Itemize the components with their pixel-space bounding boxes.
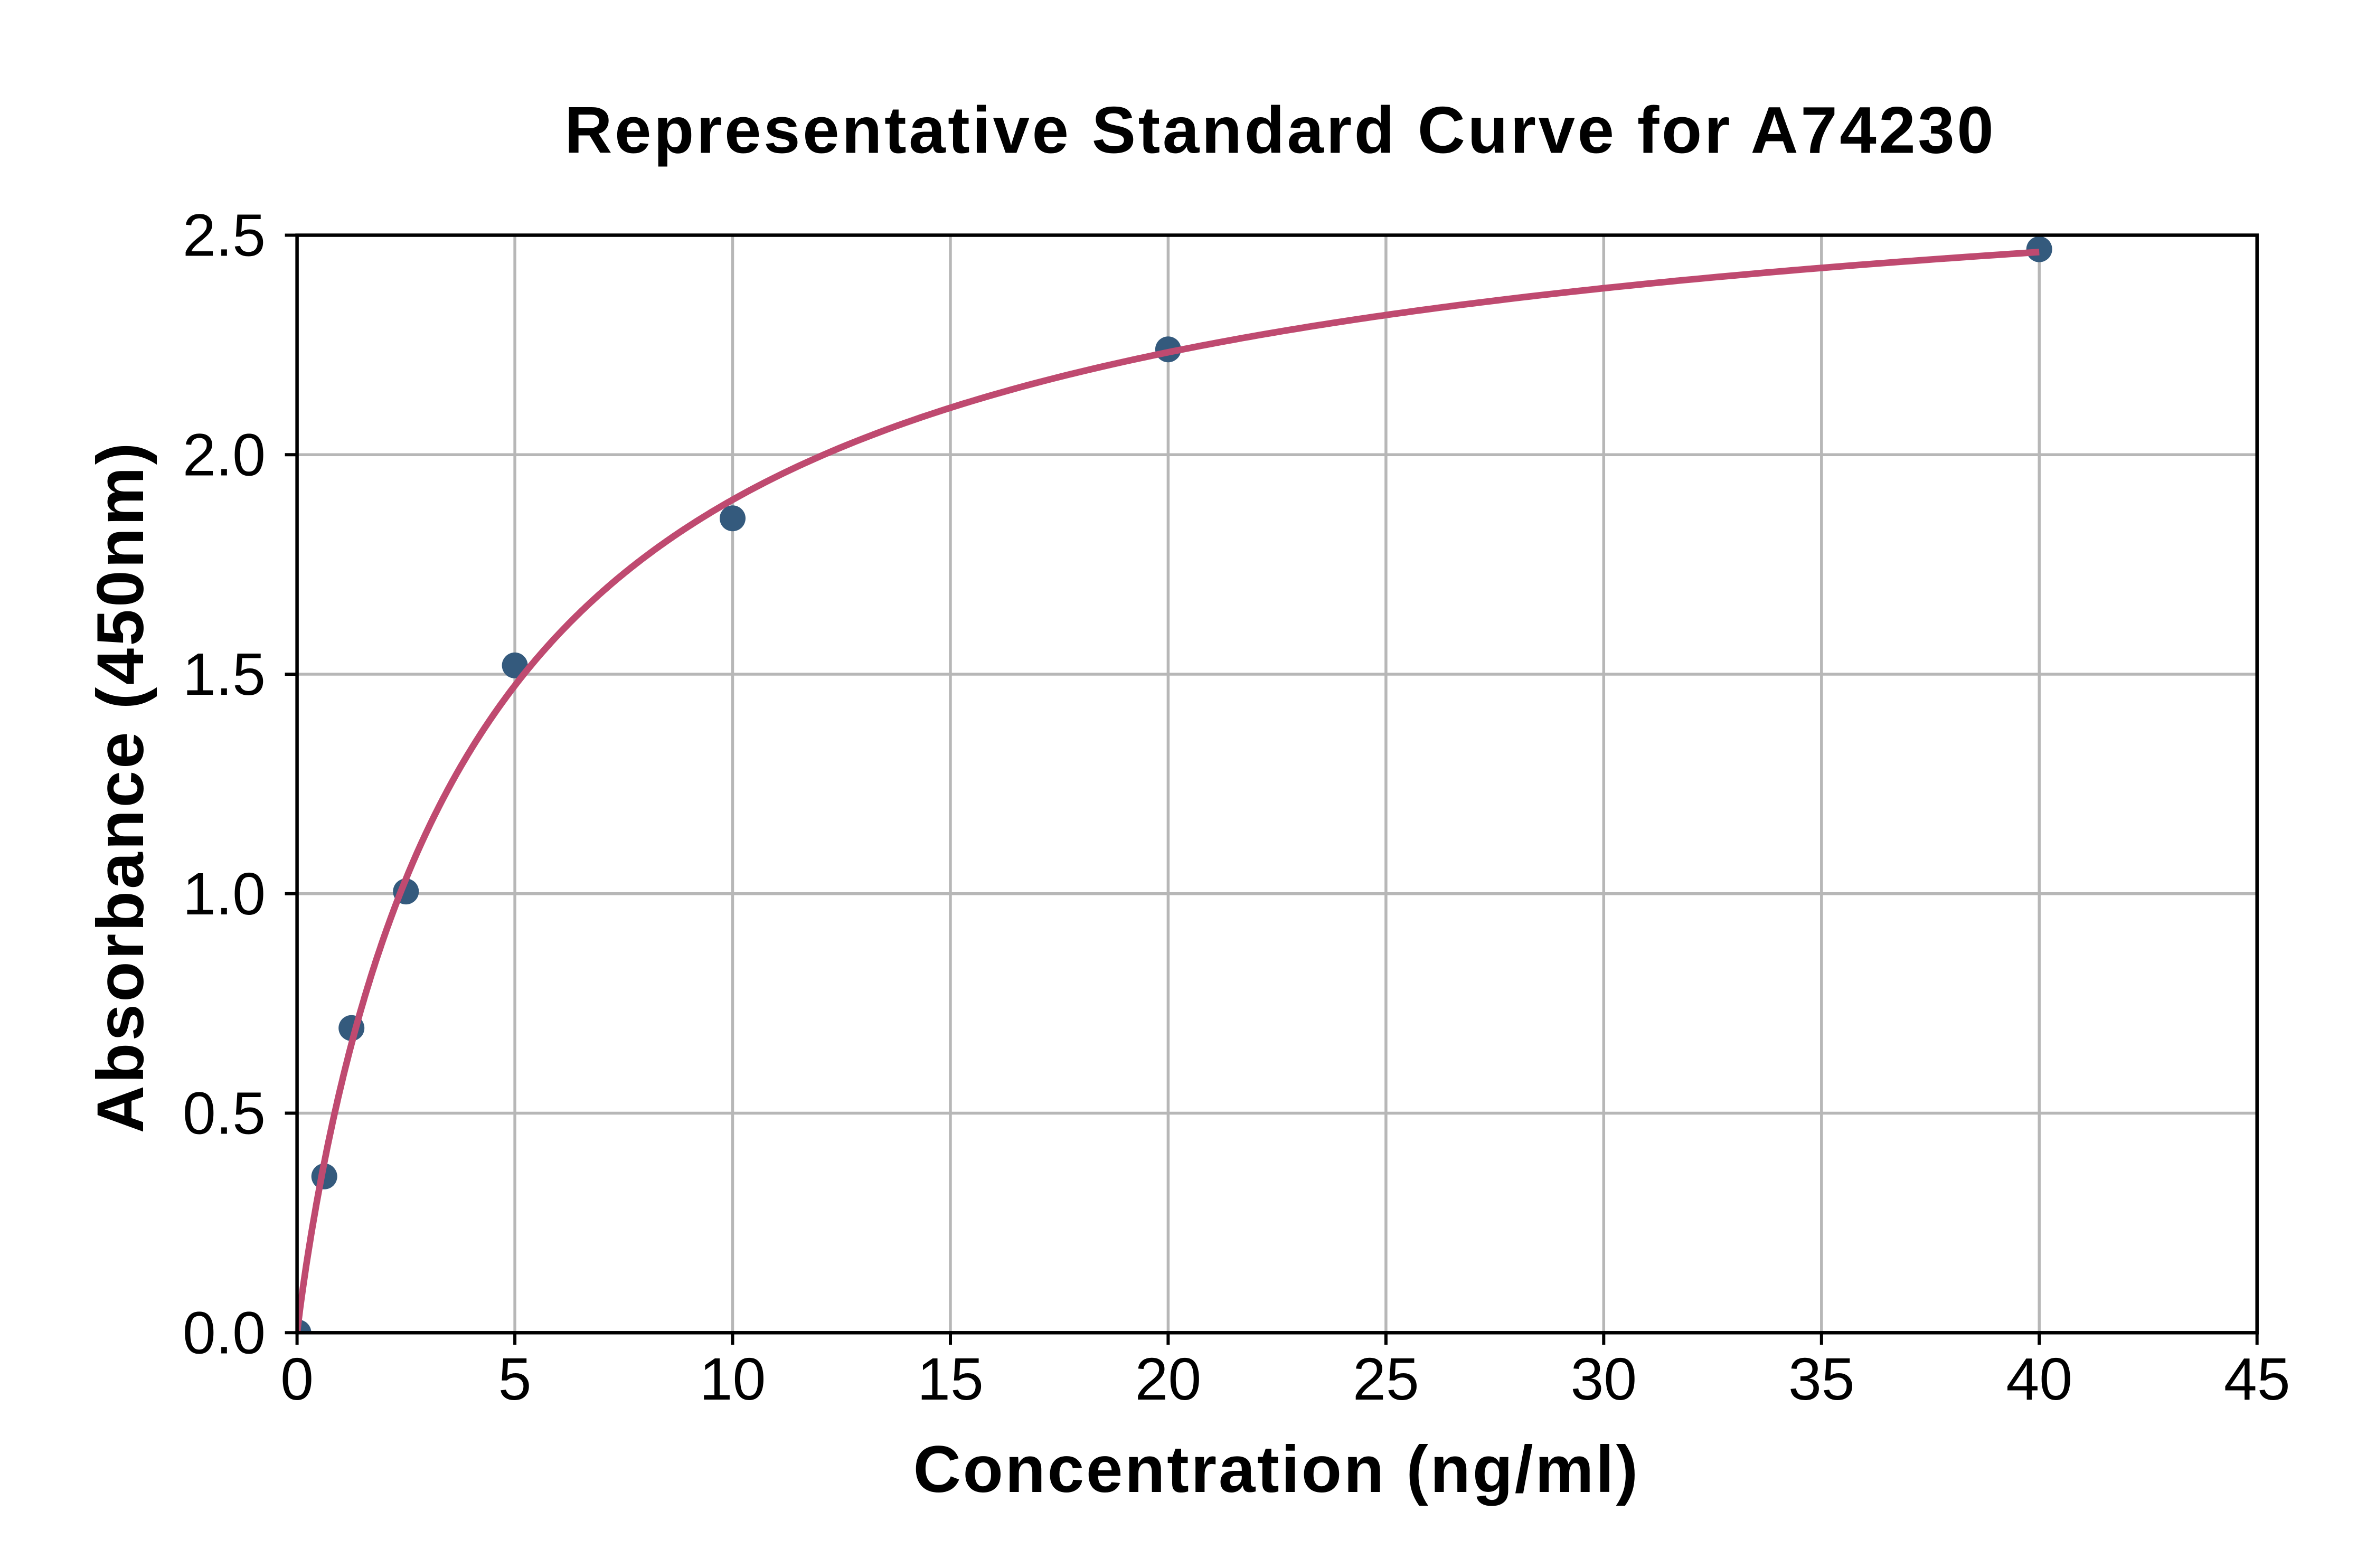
svg-text:0: 0: [280, 1346, 314, 1412]
svg-text:45: 45: [2224, 1346, 2290, 1412]
svg-text:Concentration (ng/ml): Concentration (ng/ml): [913, 1433, 1640, 1506]
svg-text:0.0: 0.0: [183, 1299, 266, 1366]
svg-text:15: 15: [917, 1346, 984, 1412]
svg-text:Absorbance (450nm): Absorbance (450nm): [84, 440, 157, 1133]
svg-text:40: 40: [2006, 1346, 2072, 1412]
svg-text:10: 10: [700, 1346, 766, 1412]
svg-text:20: 20: [1135, 1346, 1202, 1412]
svg-text:30: 30: [1570, 1346, 1637, 1412]
svg-text:2.5: 2.5: [183, 202, 266, 269]
svg-text:1.5: 1.5: [183, 641, 266, 707]
svg-text:5: 5: [498, 1346, 532, 1412]
svg-text:35: 35: [1788, 1346, 1855, 1412]
svg-text:1.0: 1.0: [183, 861, 266, 927]
svg-text:2.0: 2.0: [183, 421, 266, 488]
svg-text:Representative Standard Curve: Representative Standard Curve for A74230: [564, 93, 1996, 167]
svg-text:0.5: 0.5: [183, 1080, 266, 1147]
svg-text:25: 25: [1353, 1346, 1419, 1412]
